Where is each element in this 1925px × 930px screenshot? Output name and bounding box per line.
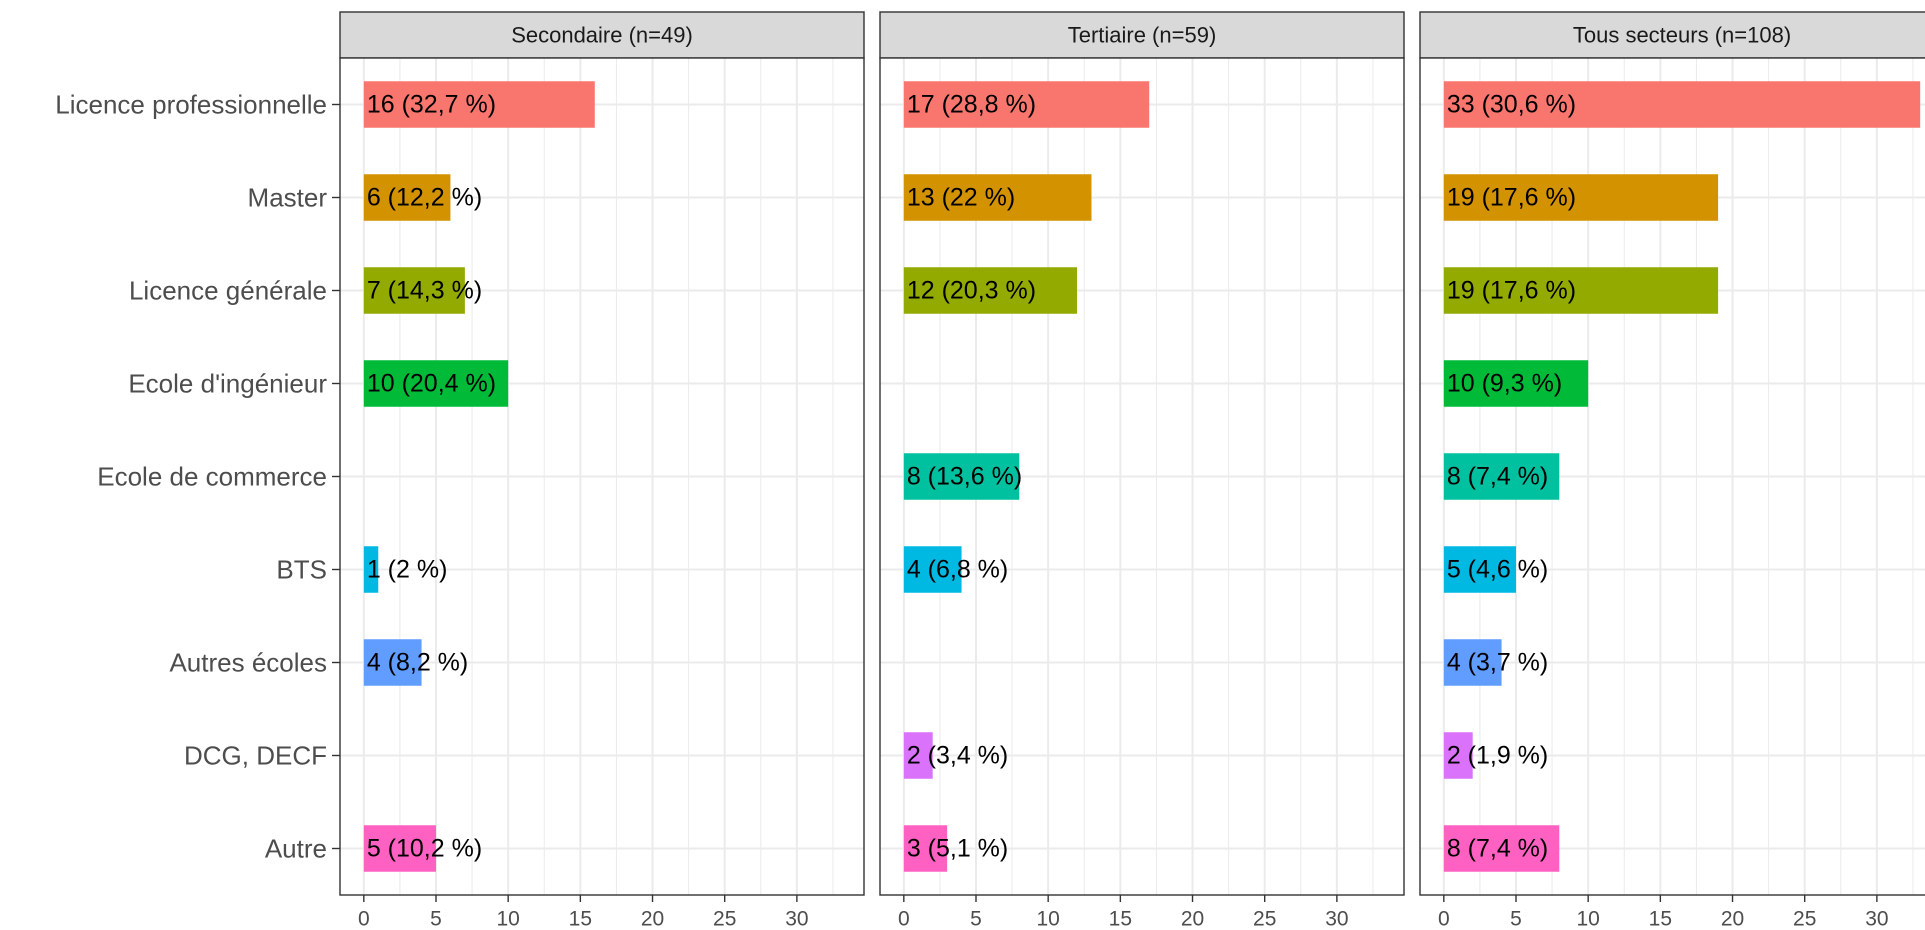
y-tick-label-ecole-d-ingenieur: Ecole d'ingénieur [128,369,327,399]
bar-ecole-d-ingenieur [1443,360,1589,407]
y-tick-label-bts: BTS [276,555,327,585]
x-tick-label: 5 [1510,908,1522,930]
data-label-licence-generale: 12 (20,3 %) [907,277,1036,305]
data-label-autre: 3 (5,1 %) [907,835,1008,863]
x-tick-label: 30 [785,908,808,930]
panel-secondaire-n-49: Secondaire (n=49) 16 (32,7 %) 6 (12,2 %) 7 … [339,11,865,930]
data-label-autres-ecoles: 4 (3,7 %) [1447,649,1548,677]
data-label-bts: 4 (6,8 %) [907,556,1008,584]
x-tick-label: 25 [1793,908,1816,930]
x-axis: 0 5 10 15 20 25 30 [1438,895,1889,930]
x-tick-label: 20 [1721,908,1744,930]
data-label-dcg-decf: 2 (1,9 %) [1447,742,1548,770]
panel-header [1419,11,1925,59]
x-tick-label: 15 [1109,908,1132,930]
x-tick-label: 10 [1576,908,1599,930]
data-label-ecole-d-ingenieur: 10 (20,4 %) [367,370,496,398]
x-tick-label: 0 [1438,908,1450,930]
bar-dcg-decf [1443,732,1473,779]
bar-licence-generale [903,267,1078,314]
data-label-autre: 8 (7,4 %) [1447,835,1548,863]
bar-bts [363,546,379,593]
panel-title: Tous secteurs (n=108) [1573,23,1791,48]
data-label-licence-professionnelle: 16 (32,7 %) [367,91,496,119]
bar-ecole-d-ingenieur [363,360,509,407]
x-tick-label: 0 [358,908,370,930]
data-label-dcg-decf: 2 (3,4 %) [907,742,1008,770]
panel-title: Secondaire (n=49) [511,23,693,48]
bar-bts [903,546,962,593]
bar-licence-professionnelle [363,81,595,128]
panel-tertiaire-n-59: Tertiaire (n=59) 17 (28,8 %) 13 (22 %) 12 (… [879,11,1405,930]
data-label-licence-generale: 19 (17,6 %) [1447,277,1576,305]
y-tick-label-ecole-de-commerce: Ecole de commerce [97,462,327,492]
bar-licence-generale [363,267,465,314]
x-tick-label: 5 [430,908,442,930]
y-tick-label-autre: Autre [265,834,327,864]
bar-autre [903,825,948,872]
x-tick-label: 30 [1865,908,1888,930]
data-label-master: 13 (22 %) [907,184,1015,212]
bar-master [1443,174,1719,221]
bar-dcg-decf [903,732,933,779]
panel-tous-secteurs-n-108: Tous secteurs (n=108) 33 (30,6 %) 19 (17,6… [1419,11,1925,930]
bar-bts [1443,546,1516,593]
data-label-master: 6 (12,2 %) [367,184,482,212]
data-label-licence-generale: 7 (14,3 %) [367,277,482,305]
y-axis: Licence professionnelle Master Licence gén… [55,90,340,864]
x-tick-label: 15 [569,908,592,930]
bar-licence-professionnelle [903,81,1150,128]
data-label-ecole-de-commerce: 8 (7,4 %) [1447,463,1548,491]
x-tick-label: 10 [1036,908,1059,930]
data-label-autres-ecoles: 4 (8,2 %) [367,649,468,677]
data-label-bts: 5 (4,6 %) [1447,556,1548,584]
x-tick-label: 25 [1253,908,1276,930]
bar-autres-ecoles [363,639,422,686]
panel-title: Tertiaire (n=59) [1068,23,1217,48]
x-tick-label: 10 [496,908,519,930]
data-label-bts: 1 (2 %) [367,556,448,584]
x-tick-label: 5 [970,908,982,930]
panel-border [339,57,865,896]
x-tick-label: 25 [713,908,736,930]
x-axis: 0 5 10 15 20 25 30 [898,895,1349,930]
y-tick-label-licence-professionnelle: Licence professionnelle [55,90,327,120]
bar-ecole-de-commerce [903,453,1020,500]
data-label-ecole-d-ingenieur: 10 (9,3 %) [1447,370,1562,398]
data-label-licence-professionnelle: 33 (30,6 %) [1447,91,1576,119]
x-tick-label: 15 [1649,908,1672,930]
bar-licence-generale [1443,267,1719,314]
y-tick-label-dcg-decf: DCG, DECF [184,741,327,771]
data-label-master: 19 (17,6 %) [1447,184,1576,212]
panel-border [879,57,1405,896]
data-label-licence-professionnelle: 17 (28,8 %) [907,91,1036,119]
x-tick-label: 0 [898,908,910,930]
panel-header [339,11,865,59]
bar-master [363,174,451,221]
bar-ecole-de-commerce [1443,453,1560,500]
bar-autres-ecoles [1443,639,1502,686]
x-axis: 0 5 10 15 20 25 30 [358,895,809,930]
x-tick-label: 20 [641,908,664,930]
bar-master [903,174,1092,221]
panel-header [879,11,1405,59]
data-label-autre: 5 (10,2 %) [367,835,482,863]
panel-border [1419,57,1925,896]
y-tick-label-autres-ecoles: Autres écoles [169,648,327,678]
x-tick-label: 20 [1181,908,1204,930]
data-label-ecole-de-commerce: 8 (13,6 %) [907,463,1022,491]
bar-licence-professionnelle [1443,81,1921,128]
bar-autre [363,825,436,872]
x-tick-label: 30 [1325,908,1348,930]
y-tick-label-master: Master [248,183,328,213]
bar-autre [1443,825,1560,872]
y-tick-label-licence-generale: Licence générale [129,276,327,306]
